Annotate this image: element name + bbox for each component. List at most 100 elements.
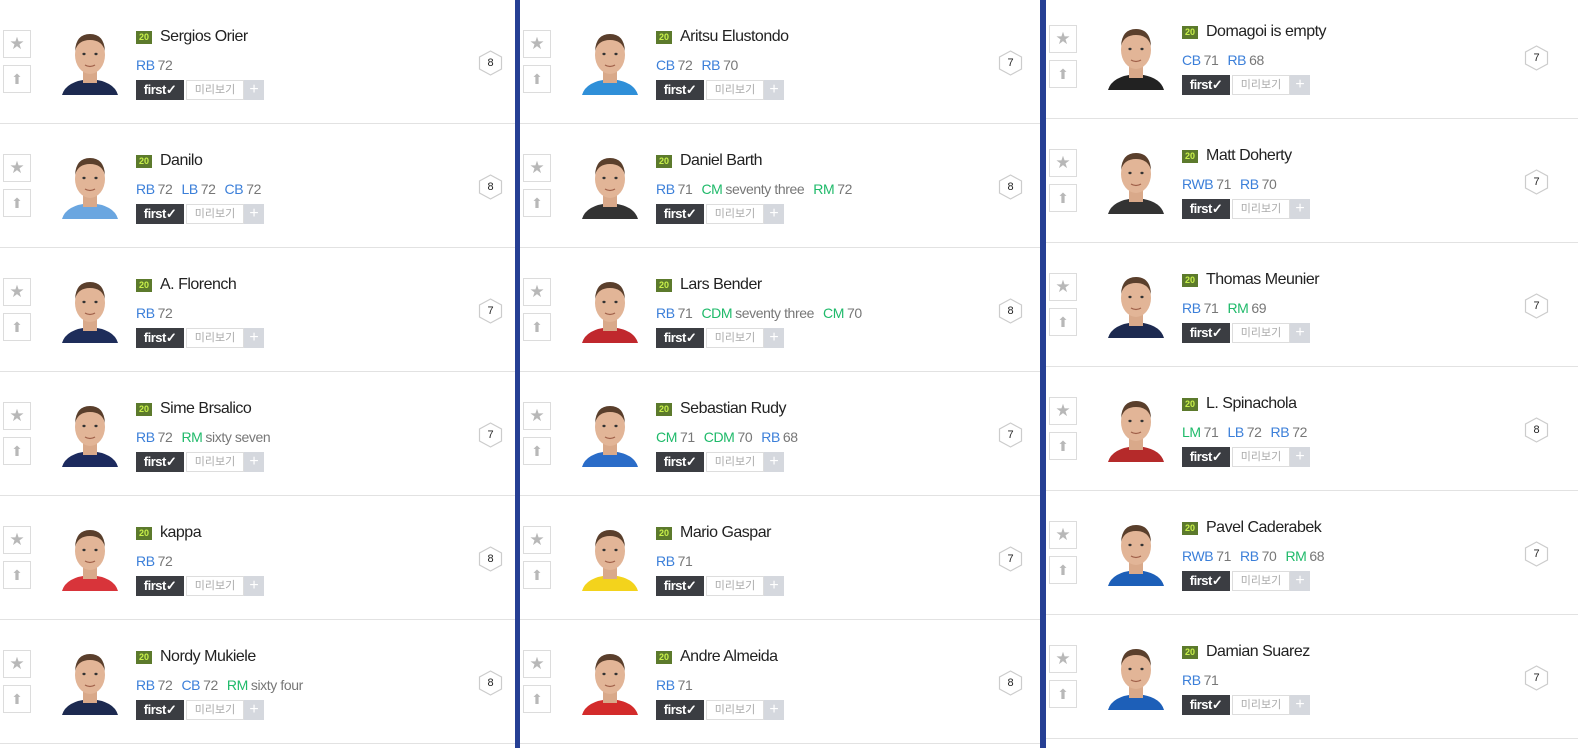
player-name[interactable]: Lars Bender — [680, 276, 762, 293]
preview-button[interactable]: 미리보기 — [706, 452, 764, 472]
add-button[interactable]: + — [244, 576, 264, 596]
player-photo[interactable] — [58, 25, 122, 95]
first-button[interactable]: first✓ — [1182, 199, 1230, 219]
favorite-star-button[interactable]: ★ — [3, 650, 31, 678]
player-name[interactable]: Daniel Barth — [680, 152, 763, 169]
upgrade-button[interactable]: ⬆ — [3, 313, 31, 341]
upgrade-button[interactable]: ⬆ — [1049, 308, 1077, 336]
first-button[interactable]: first✓ — [136, 700, 184, 720]
add-button[interactable]: + — [1290, 695, 1310, 715]
first-button[interactable]: first✓ — [1182, 323, 1230, 343]
preview-button[interactable]: 미리보기 — [706, 204, 764, 224]
favorite-star-button[interactable]: ★ — [3, 278, 31, 306]
favorite-star-button[interactable]: ★ — [523, 278, 551, 306]
favorite-star-button[interactable]: ★ — [523, 650, 551, 678]
player-photo[interactable] — [578, 397, 642, 467]
preview-button[interactable]: 미리보기 — [1232, 447, 1290, 467]
player-name[interactable]: kappa — [160, 524, 202, 541]
add-button[interactable]: + — [764, 700, 784, 720]
player-photo[interactable] — [578, 149, 642, 219]
first-button[interactable]: first✓ — [136, 204, 184, 224]
upgrade-button[interactable]: ⬆ — [1049, 680, 1077, 708]
favorite-star-button[interactable]: ★ — [1049, 397, 1077, 425]
upgrade-button[interactable]: ⬆ — [523, 561, 551, 589]
player-photo[interactable] — [58, 397, 122, 467]
first-button[interactable]: first✓ — [1182, 695, 1230, 715]
first-button[interactable]: first✓ — [656, 576, 704, 596]
upgrade-button[interactable]: ⬆ — [523, 65, 551, 93]
upgrade-button[interactable]: ⬆ — [3, 65, 31, 93]
preview-button[interactable]: 미리보기 — [706, 700, 764, 720]
player-name[interactable]: Danilo — [160, 152, 203, 169]
favorite-star-button[interactable]: ★ — [523, 402, 551, 430]
first-button[interactable]: first✓ — [1182, 571, 1230, 591]
upgrade-button[interactable]: ⬆ — [3, 437, 31, 465]
preview-button[interactable]: 미리보기 — [1232, 571, 1290, 591]
preview-button[interactable]: 미리보기 — [186, 204, 244, 224]
preview-button[interactable]: 미리보기 — [1232, 199, 1290, 219]
first-button[interactable]: first✓ — [136, 80, 184, 100]
favorite-star-button[interactable]: ★ — [523, 30, 551, 58]
player-name[interactable]: Thomas Meunier — [1206, 271, 1320, 288]
preview-button[interactable]: 미리보기 — [186, 80, 244, 100]
player-photo[interactable] — [578, 521, 642, 591]
preview-button[interactable]: 미리보기 — [186, 576, 244, 596]
add-button[interactable]: + — [1290, 199, 1310, 219]
player-photo[interactable] — [1104, 640, 1168, 710]
player-photo[interactable] — [58, 645, 122, 715]
add-button[interactable]: + — [1290, 571, 1310, 591]
player-name[interactable]: Sebastian Rudy — [680, 400, 786, 417]
player-photo[interactable] — [58, 273, 122, 343]
favorite-star-button[interactable]: ★ — [1049, 273, 1077, 301]
player-photo[interactable] — [1104, 20, 1168, 90]
player-photo[interactable] — [1104, 144, 1168, 214]
player-photo[interactable] — [578, 645, 642, 715]
first-button[interactable]: first✓ — [1182, 75, 1230, 95]
favorite-star-button[interactable]: ★ — [1049, 149, 1077, 177]
player-photo[interactable] — [578, 273, 642, 343]
upgrade-button[interactable]: ⬆ — [1049, 184, 1077, 212]
upgrade-button[interactable]: ⬆ — [1049, 556, 1077, 584]
favorite-star-button[interactable]: ★ — [1049, 25, 1077, 53]
player-photo[interactable] — [58, 149, 122, 219]
add-button[interactable]: + — [764, 204, 784, 224]
favorite-star-button[interactable]: ★ — [1049, 645, 1077, 673]
add-button[interactable]: + — [244, 700, 264, 720]
preview-button[interactable]: 미리보기 — [186, 700, 244, 720]
first-button[interactable]: first✓ — [656, 80, 704, 100]
preview-button[interactable]: 미리보기 — [1232, 695, 1290, 715]
upgrade-button[interactable]: ⬆ — [523, 313, 551, 341]
add-button[interactable]: + — [764, 80, 784, 100]
preview-button[interactable]: 미리보기 — [186, 328, 244, 348]
add-button[interactable]: + — [244, 452, 264, 472]
player-photo[interactable] — [578, 25, 642, 95]
favorite-star-button[interactable]: ★ — [3, 30, 31, 58]
player-name[interactable]: Damian Suarez — [1206, 643, 1310, 660]
player-name[interactable]: L. Spinachola — [1206, 395, 1297, 412]
upgrade-button[interactable]: ⬆ — [523, 189, 551, 217]
player-photo[interactable] — [1104, 392, 1168, 462]
player-name[interactable]: Pavel Caderabek — [1206, 519, 1322, 536]
player-name[interactable]: Nordy Mukiele — [160, 648, 256, 665]
add-button[interactable]: + — [764, 328, 784, 348]
favorite-star-button[interactable]: ★ — [523, 154, 551, 182]
preview-button[interactable]: 미리보기 — [186, 452, 244, 472]
preview-button[interactable]: 미리보기 — [1232, 323, 1290, 343]
first-button[interactable]: first✓ — [136, 576, 184, 596]
add-button[interactable]: + — [764, 576, 784, 596]
favorite-star-button[interactable]: ★ — [1049, 521, 1077, 549]
player-name[interactable]: Sergios Orier — [160, 28, 248, 45]
upgrade-button[interactable]: ⬆ — [523, 685, 551, 713]
upgrade-button[interactable]: ⬆ — [3, 561, 31, 589]
first-button[interactable]: first✓ — [656, 204, 704, 224]
upgrade-button[interactable]: ⬆ — [1049, 432, 1077, 460]
preview-button[interactable]: 미리보기 — [1232, 75, 1290, 95]
first-button[interactable]: first✓ — [656, 452, 704, 472]
add-button[interactable]: + — [244, 328, 264, 348]
add-button[interactable]: + — [1290, 447, 1310, 467]
favorite-star-button[interactable]: ★ — [3, 154, 31, 182]
add-button[interactable]: + — [764, 452, 784, 472]
player-name[interactable]: Mario Gaspar — [680, 524, 771, 541]
player-name[interactable]: A. Florench — [160, 276, 237, 293]
player-photo[interactable] — [1104, 516, 1168, 586]
